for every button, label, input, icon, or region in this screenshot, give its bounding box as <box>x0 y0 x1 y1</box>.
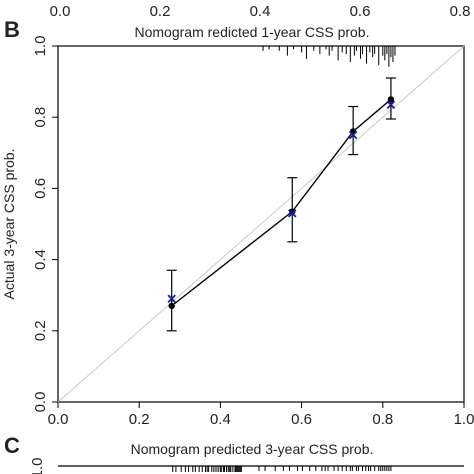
y-tick-label: 0.0 <box>32 392 49 413</box>
error-bars <box>166 77 396 332</box>
top-tick-label: 0.6 <box>350 3 371 20</box>
x-tick-label: 0.4 <box>210 411 231 428</box>
observed-point <box>289 208 296 215</box>
x-axis-title: Nomogram redicted 1-year CSS prob. <box>135 24 370 40</box>
bias-corrected-points <box>167 100 396 303</box>
observed-line <box>171 98 392 307</box>
top-axis-ticks: 0.0 0.2 0.4 0.6 0.8 <box>50 3 471 20</box>
bias-corrected-marker <box>386 100 396 109</box>
panel-c-y-tick-label: 1.0 <box>29 458 46 474</box>
x-tick-label: 0.8 <box>372 411 393 428</box>
x-tick-label: 0.2 <box>129 411 150 428</box>
panel-c-rug-plot <box>172 466 392 472</box>
observed-point <box>168 302 175 310</box>
top-tick-label: 0.2 <box>150 3 171 20</box>
panel-letter-b: B <box>4 17 20 42</box>
y-tick-label: 0.6 <box>32 178 49 199</box>
y-axis: 0.0 0.2 0.4 0.6 0.8 1.0 <box>32 36 58 413</box>
x-axis: 0.0 0.2 0.4 0.6 0.8 1.0 <box>48 402 474 428</box>
plot-frame <box>57 45 465 403</box>
top-tick-label: 0.0 <box>50 3 71 20</box>
observed-point <box>387 96 395 103</box>
bias-corrected-marker <box>348 130 358 140</box>
bias-corrected-marker <box>167 294 176 303</box>
panel-c-x-axis-title: Nomogram predicted 3-year CSS prob. <box>131 441 374 457</box>
bias-corrected-marker <box>288 209 297 218</box>
observed-points <box>168 96 395 310</box>
x-tick-label: 1.0 <box>454 411 474 428</box>
y-tick-label: 0.2 <box>32 320 49 341</box>
panel-letter-c: C <box>4 433 20 458</box>
y-tick-label: 0.8 <box>32 107 49 128</box>
x-tick-label: 0.0 <box>48 411 69 428</box>
top-tick-label: 0.4 <box>250 3 271 20</box>
rug-plot <box>262 46 396 67</box>
y-tick-label: 0.4 <box>32 249 49 270</box>
y-axis-title: Actual 3-year CSS prob. <box>1 149 17 300</box>
y-tick-label: 1.0 <box>32 36 49 57</box>
ideal-reference-line <box>57 45 465 403</box>
x-tick-label: 0.6 <box>291 411 312 428</box>
top-tick-label: 0.8 <box>450 3 471 20</box>
